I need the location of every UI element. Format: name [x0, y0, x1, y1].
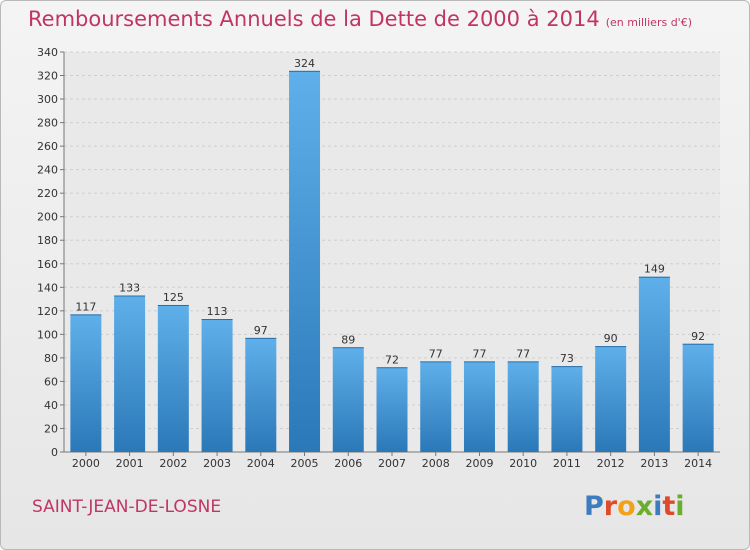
y-tick-label: 240	[37, 164, 58, 177]
data-label: 117	[75, 300, 96, 313]
bar	[201, 319, 233, 452]
data-label: 133	[119, 282, 140, 295]
logo-letter: r	[603, 491, 618, 522]
proxiti-logo: Proxiti	[584, 491, 685, 522]
logo-letter: o	[617, 491, 636, 522]
chart-subtitle: (en milliers d'€)	[605, 16, 692, 29]
y-tick-label: 100	[37, 328, 58, 341]
x-tick-label: 2004	[247, 457, 275, 470]
y-tick-label: 160	[37, 258, 58, 271]
data-label: 77	[429, 347, 443, 360]
bar	[157, 304, 189, 452]
x-tick-label: 2013	[640, 457, 668, 470]
data-label: 324	[294, 57, 315, 70]
bar	[638, 276, 670, 452]
data-label: 77	[516, 347, 530, 360]
x-tick-label: 2011	[553, 457, 581, 470]
data-label: 73	[560, 352, 574, 365]
place-name: SAINT-JEAN-DE-LOSNE	[32, 497, 222, 517]
x-tick-label: 2009	[465, 457, 493, 470]
chart-title-text: Remboursements Annuels de la Dette de 20…	[28, 7, 600, 31]
data-label: 89	[341, 333, 355, 346]
bar	[70, 314, 102, 452]
y-tick-label: 20	[44, 422, 58, 435]
x-tick-label: 2005	[291, 457, 319, 470]
logo-letter: P	[584, 491, 604, 522]
x-tick-label: 2003	[203, 457, 231, 470]
x-tick-label: 2014	[684, 457, 712, 470]
bar	[332, 347, 364, 452]
data-label: 113	[207, 305, 228, 318]
x-tick-label: 2012	[597, 457, 625, 470]
y-tick-label: 120	[37, 305, 58, 318]
bar	[376, 367, 408, 452]
y-tick-label: 60	[44, 375, 58, 388]
y-tick-label: 200	[37, 211, 58, 224]
x-tick-label: 2008	[422, 457, 450, 470]
data-label: 90	[604, 332, 618, 345]
bar	[245, 337, 277, 452]
data-label: 149	[644, 263, 665, 276]
y-tick-label: 260	[37, 140, 58, 153]
data-label: 125	[163, 291, 184, 304]
logo-letter: i	[653, 491, 663, 522]
y-tick-label: 320	[37, 70, 58, 83]
x-tick-label: 2010	[509, 457, 537, 470]
y-tick-label: 340	[37, 46, 58, 59]
x-tick-label: 2000	[72, 457, 100, 470]
bar	[463, 361, 495, 452]
x-tick-label: 2007	[378, 457, 406, 470]
logo-letter: i	[675, 491, 685, 522]
data-label: 92	[691, 330, 705, 343]
bar	[595, 346, 627, 452]
bar	[289, 70, 321, 452]
y-tick-label: 280	[37, 117, 58, 130]
y-tick-label: 140	[37, 281, 58, 294]
y-tick-label: 80	[44, 352, 58, 365]
y-tick-label: 0	[51, 446, 58, 459]
data-label: 97	[254, 324, 268, 337]
y-tick-label: 40	[44, 399, 58, 412]
x-tick-label: 2006	[334, 457, 362, 470]
bar	[114, 295, 146, 452]
data-label: 77	[472, 347, 486, 360]
chart-title: Remboursements Annuels de la Dette de 20…	[28, 7, 692, 31]
logo-letter: t	[662, 491, 676, 522]
x-tick-label: 2002	[159, 457, 187, 470]
data-label: 72	[385, 353, 399, 366]
bar	[420, 361, 452, 452]
logo-letter: x	[635, 491, 654, 522]
y-tick-label: 220	[37, 187, 58, 200]
y-tick-label: 180	[37, 234, 58, 247]
bar	[551, 366, 583, 452]
y-tick-label: 300	[37, 93, 58, 106]
bar	[682, 343, 714, 452]
x-tick-label: 2001	[116, 457, 144, 470]
bar	[507, 361, 539, 452]
